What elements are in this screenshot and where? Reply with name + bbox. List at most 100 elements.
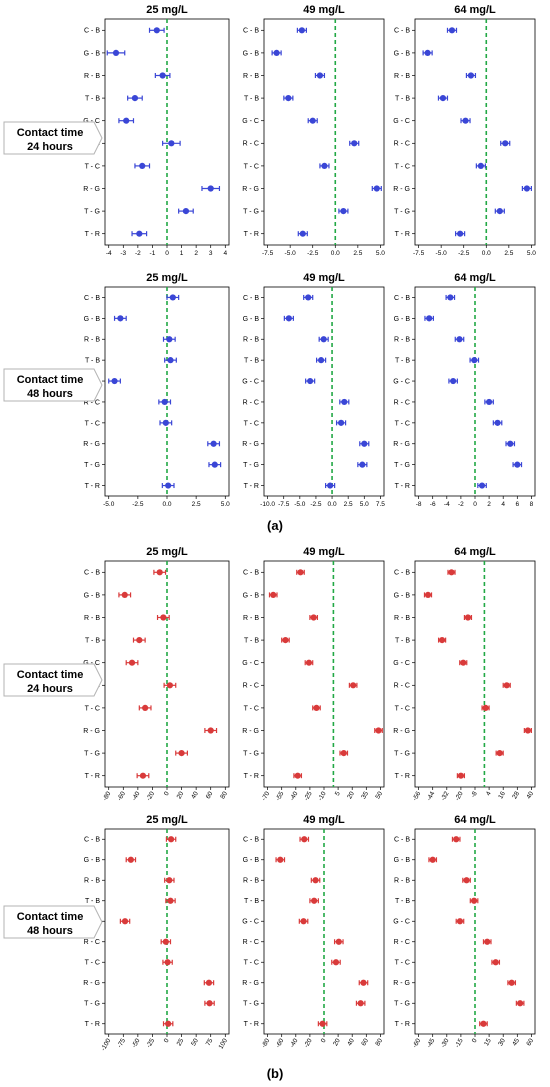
estimate-point (270, 591, 277, 599)
category-label: R - B (394, 73, 410, 80)
category-label: G - B (84, 592, 101, 599)
category-label: T - G (394, 751, 410, 758)
panel-title: 49 mg/L (303, 814, 345, 826)
estimate-point (131, 95, 139, 102)
estimate-point (426, 315, 433, 322)
x-tick-label: -56 (412, 790, 423, 802)
chart-panel-9: 64 mg/L -56 -44 -32 -20 -8 4 16 28 40 C - B G - B R … (393, 546, 536, 802)
panel-title: 64 mg/L (454, 272, 496, 284)
estimate-point (448, 569, 455, 576)
category-label: G - C (393, 660, 410, 667)
x-tick-label: -25 (145, 1037, 156, 1049)
x-tick-label: -25 (303, 790, 314, 802)
category-label: T - C (85, 705, 100, 712)
x-tick-label: -2.5 (132, 501, 144, 508)
estimate-point (335, 938, 342, 945)
estimate-point (211, 461, 218, 468)
category-label: T - C (244, 163, 259, 170)
category-label: G - C (393, 919, 410, 926)
category-label: C - B (243, 295, 259, 302)
arrow-box (3, 663, 103, 697)
contact-time-text: Contact time (17, 911, 84, 923)
estimate-point (161, 398, 168, 406)
estimate-point (166, 682, 174, 689)
x-tick-label: 0 (163, 1037, 171, 1044)
x-tick-label: 20 (176, 790, 186, 800)
category-label: T - B (85, 96, 100, 103)
x-tick-label: 0 (473, 501, 477, 508)
contact-time-label: Contact time 48 hours (3, 368, 103, 402)
estimate-point (307, 377, 314, 385)
category-label: G - C (242, 919, 259, 926)
x-tick-label: -7.5 (413, 250, 425, 257)
estimate-point (321, 162, 328, 169)
arrow-box (3, 368, 103, 402)
estimate-point (301, 836, 308, 843)
category-label: R - G (393, 441, 410, 448)
estimate-point (351, 140, 358, 147)
x-tick-label: 3 (209, 250, 213, 257)
estimate-point (359, 461, 366, 468)
category-label: G - B (243, 592, 260, 599)
estimate-point (316, 72, 324, 79)
estimate-point (311, 897, 318, 904)
plot-frame (414, 286, 536, 497)
estimate-point (496, 208, 503, 215)
x-tick-label: 1 (180, 250, 184, 257)
x-tick-label: -80 (102, 790, 113, 802)
estimate-point (167, 357, 174, 364)
estimate-point (273, 49, 280, 57)
category-label: R - B (84, 337, 100, 344)
estimate-point (165, 482, 172, 489)
plot-frame (414, 560, 536, 788)
category-label: C - B (84, 570, 100, 577)
estimate-point (477, 162, 484, 169)
estimate-point (310, 614, 317, 621)
category-label: R - B (243, 615, 259, 622)
category-label: R - B (243, 73, 259, 80)
x-tick-label: 25 (176, 1037, 186, 1047)
estimate-point (447, 294, 454, 301)
category-label: G - B (243, 316, 260, 323)
x-tick-label: -7.5 (278, 501, 290, 508)
estimate-point (492, 959, 499, 966)
x-tick-label: 20 (346, 790, 356, 800)
category-label: G - B (84, 50, 101, 57)
panel-title: 25 mg/L (146, 272, 188, 284)
x-tick-label: 100 (218, 1037, 230, 1050)
x-tick-label: 50 (374, 790, 384, 800)
estimate-point (285, 95, 292, 102)
x-tick-label: 2.5 (192, 501, 201, 508)
estimate-point (340, 208, 347, 215)
category-label: C - B (243, 28, 259, 35)
chart-panel-3: 64 mg/L -7.5 -5.0 -2.5 0.0 2.5 5.0 C - B G - B R … (393, 4, 536, 257)
estimate-point (471, 357, 478, 364)
estimate-point (361, 440, 368, 447)
category-label: G - C (242, 660, 259, 667)
category-label: R - C (243, 141, 259, 148)
category-label: T - G (243, 751, 259, 758)
x-tick-label: -32 (440, 790, 451, 802)
category-label: G - C (242, 118, 259, 125)
estimate-point (128, 659, 136, 666)
chart-panel-4: 25 mg/L -5.0 -2.5 0.0 2.5 5.0 C - B G - B R - B T… (83, 272, 230, 508)
category-label: R - B (394, 615, 410, 622)
estimate-point (156, 569, 163, 576)
category-label: G - B (84, 316, 101, 323)
category-label: G - B (84, 857, 101, 864)
estimate-point (121, 591, 128, 599)
estimate-point (136, 230, 143, 237)
estimate-point (164, 959, 171, 966)
category-label: C - B (84, 837, 100, 844)
estimate-point (166, 336, 173, 343)
estimate-point (450, 377, 457, 385)
category-label: R - B (84, 73, 100, 80)
x-tick-label: -70 (261, 790, 272, 802)
x-tick-label: 60 (205, 790, 215, 800)
x-tick-label: 7.5 (376, 501, 385, 508)
x-tick-label: 4 (501, 501, 505, 508)
estimate-point (282, 637, 289, 644)
estimate-point (162, 938, 169, 945)
category-label: R - G (83, 728, 100, 735)
estimate-point (456, 336, 463, 343)
